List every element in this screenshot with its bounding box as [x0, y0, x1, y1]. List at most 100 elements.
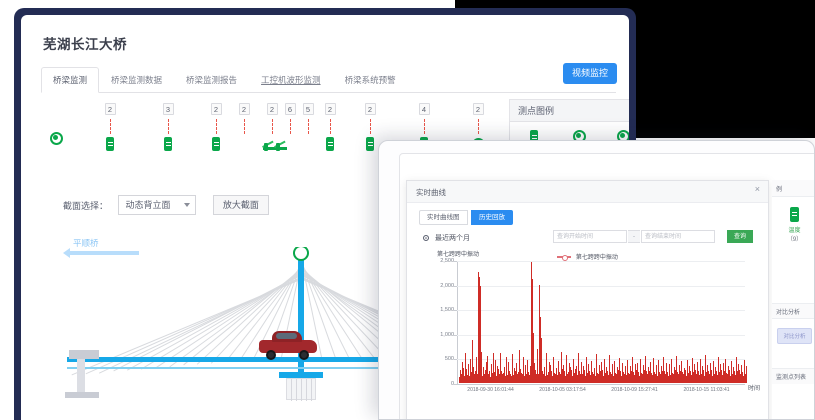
chart-bar [561, 369, 563, 383]
chart-bar [466, 374, 468, 383]
chart-bar [618, 374, 620, 383]
section-select[interactable]: 动态背立面 [118, 195, 197, 215]
chart-bar [729, 375, 731, 383]
chart-bar [715, 371, 717, 383]
chart-bar [582, 373, 584, 383]
sensor-count-badge: 2 [104, 103, 116, 115]
tab-realtime-curve[interactable]: 实时曲线图 [419, 210, 468, 225]
chart-bar [703, 376, 705, 383]
chart-bar [464, 375, 466, 383]
chart-plot: 0 500 1,000 1,500 2,000 2,500 [440, 258, 748, 387]
chart-bar [506, 357, 508, 383]
sensor-group-7[interactable]: 5 [299, 99, 317, 134]
truss-sensor-icon[interactable] [262, 137, 287, 151]
chart-bar [568, 362, 570, 383]
tab-3[interactable]: 工控机波形监测 [261, 75, 321, 85]
video-monitor-button[interactable]: 视频监控 [562, 63, 617, 84]
sensor-group-9[interactable]: 2 [361, 99, 379, 151]
ball-sensor-icon[interactable] [49, 132, 63, 145]
x-axis-tick-label: 2018-10-15 11:03:41 [683, 387, 730, 393]
chart-bar [501, 371, 503, 383]
tab-2[interactable]: 桥梁监测报告 [186, 75, 238, 85]
chart-bar [518, 375, 520, 383]
chart-bar [542, 373, 544, 383]
temperature-sensor-icon [790, 207, 799, 222]
chart-bar [724, 376, 726, 383]
vibration-sensor-icon[interactable] [106, 137, 114, 151]
chart-bar [709, 363, 711, 383]
temperature-sensor-item[interactable]: 温度 （9） [772, 197, 814, 243]
chart-bar [571, 376, 573, 383]
chart-bar [718, 371, 720, 383]
chart-bar [522, 357, 524, 383]
y-axis-tick-label: 2,500 [440, 258, 454, 264]
chart-bar [468, 372, 470, 383]
chart-bar [706, 374, 708, 383]
end-date-input[interactable]: 查询结束时间 [641, 230, 715, 243]
chart-bar [483, 366, 485, 383]
query-button[interactable]: 查询 [727, 230, 754, 243]
vibration-sensor-icon[interactable] [164, 137, 172, 151]
vibration-sensor-icon[interactable] [212, 137, 220, 151]
section-select-value: 动态背立面 [125, 200, 171, 210]
tab-4[interactable]: 桥梁系统预警 [344, 75, 396, 85]
chart-bar [742, 376, 744, 383]
chart-bar [547, 371, 549, 383]
chart-bar [597, 374, 599, 383]
chart-bar [509, 370, 510, 383]
pier-column [286, 378, 316, 401]
gridline [457, 334, 745, 336]
chart-bar [720, 364, 722, 383]
sensor-group-3[interactable]: 2 [207, 99, 225, 151]
sensor-group-1[interactable]: 2 [101, 99, 119, 151]
chart-bar [554, 374, 556, 383]
chart-y-title: 第七跨跨中振动 [437, 252, 480, 258]
sensor-group-8[interactable]: 2 [321, 99, 339, 151]
chart-legend[interactable]: 第七跨跨中振动 [407, 252, 768, 261]
chart-bar [682, 372, 684, 383]
tab-1[interactable]: 桥梁监测数据 [111, 75, 163, 85]
sensor-group-6[interactable]: 6 [281, 99, 299, 134]
y-axis [457, 261, 458, 385]
start-date-input[interactable]: 查询开始时间 [553, 230, 627, 243]
sensor-group-2[interactable]: 3 [159, 99, 177, 151]
chart-bar [523, 376, 525, 383]
sensor-group-0[interactable] [47, 99, 65, 145]
vibration-sensor-icon[interactable] [366, 137, 374, 151]
chart-bar [515, 363, 517, 383]
compare-analysis-button[interactable]: 对比分析 [777, 328, 812, 344]
chart-bar [713, 372, 715, 383]
chart-bar [663, 357, 665, 383]
tab-history-playback[interactable]: 历史回放 [470, 210, 513, 225]
modal-title: 实时曲线 [416, 188, 446, 197]
vibration-sensor-icon[interactable] [326, 137, 334, 151]
sensor-connector-line [289, 119, 291, 134]
zoom-section-button[interactable]: 放大截面 [212, 195, 269, 215]
chart-bar [732, 374, 734, 383]
chart-bar [546, 374, 548, 383]
chart-bar [493, 375, 495, 383]
chart-bar [503, 366, 505, 383]
chart-bar [721, 374, 723, 383]
radio-label: 最近两个月 [434, 235, 470, 242]
chart-bar [520, 369, 522, 383]
tab-0[interactable]: 桥梁监测 [41, 67, 100, 93]
pylon-top-sensor-icon[interactable] [293, 247, 309, 261]
sensor-icon-wrap [207, 135, 225, 151]
chart-bar [585, 356, 587, 383]
chart-bar [579, 374, 581, 383]
sensor-icon-wrap [361, 135, 379, 151]
chart-bar [656, 370, 658, 383]
sensor-group-5[interactable]: 2 [262, 99, 287, 151]
flat-bridge-link[interactable]: 平顺桥 [73, 238, 99, 248]
date-range-separator: - [628, 230, 640, 243]
chart-bar [532, 278, 534, 383]
bridge-deck [67, 357, 612, 362]
chart-bar [497, 369, 499, 383]
close-icon[interactable]: × [754, 184, 760, 194]
sensor-group-4[interactable]: 2 [235, 99, 253, 134]
chart-bar [688, 373, 690, 383]
recent-two-months-radio[interactable]: 最近两个月 [423, 233, 470, 243]
chart-bar [614, 361, 616, 383]
legend-item[interactable] [514, 130, 555, 144]
